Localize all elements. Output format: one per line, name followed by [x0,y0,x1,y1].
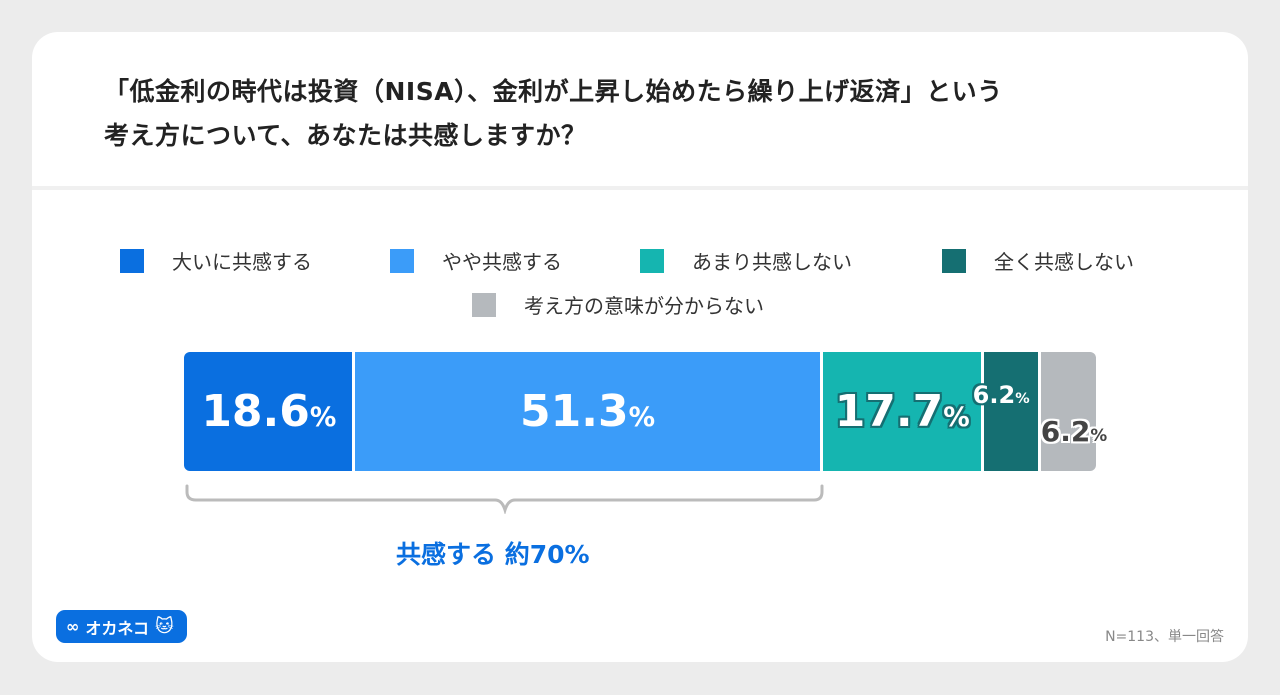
bar-segment [822,352,982,471]
data-value: 18.6 [201,385,310,437]
legend-item: 全く共感しない [942,246,1134,275]
data-value: 17.7 [834,385,944,437]
data-value: 6.2 [972,381,1016,409]
legend-swatch [640,248,664,273]
data-label: 18.6% [201,386,336,437]
legend-swatch [472,292,496,317]
legend-label: あまり共感しない [692,250,852,274]
legend-item: 考え方の意味が分からない [472,290,764,319]
title-line-1: 「低金利の時代は投資（NISA）、金利が上昇し始めたら繰り上げ返済」という [104,77,1003,106]
bar-segment [1040,352,1096,471]
percent-sign: % [628,401,656,433]
logo-mark-icon: ∞ [66,617,80,636]
logo-text: オカネコ [85,618,150,638]
data-label: 51.3% [520,386,655,437]
divider [32,186,1248,190]
legend-label: 考え方の意味が分からない [524,294,764,318]
bar-segment [184,352,353,471]
bar-segment [984,352,1038,471]
legend-label: 大いに共感する [172,250,312,274]
legend-label: 全く共感しない [994,250,1134,274]
data-label: 6.2% [1041,415,1107,448]
data-value: 51.3 [520,385,629,437]
legend-swatch [390,248,414,273]
data-label: 6.2% [973,381,1030,409]
data-label: 17.7% [835,386,970,437]
chart-title: 「低金利の時代は投資（NISA）、金利が上昇し始めたら繰り上げ返済」という 考え… [104,70,1003,158]
legend-item: 大いに共感する [120,246,312,275]
bracket [185,484,824,514]
legend-label: やや共感する [442,250,562,274]
legend-item: あまり共感しない [640,246,852,275]
percent-sign: % [309,401,337,433]
percent-sign: % [1015,391,1030,407]
stacked-bar: 18.6% 51.3% 17.7% 6.2% 6.2% [184,352,1107,471]
percent-sign: % [1090,424,1108,445]
bar-segment [355,352,820,471]
percent-sign: % [943,401,970,433]
data-value: 6.2 [1040,414,1091,448]
chart-card: 「低金利の時代は投資（NISA）、金利が上昇し始めたら繰り上げ返済」という 考え… [32,32,1248,662]
okaneko-logo: ∞ オカネコ 🐱 [56,610,187,643]
legend-item: やや共感する [390,246,562,275]
legend-swatch [120,248,144,273]
cat-icon: 🐱 [155,616,174,637]
sample-note: N=113、単一回答 [1105,629,1224,645]
legend-swatch [942,248,966,273]
aggregate-label: 共感する 約70% [396,540,590,569]
title-line-2: 考え方について、あなたは共感しますか？ [104,121,587,150]
